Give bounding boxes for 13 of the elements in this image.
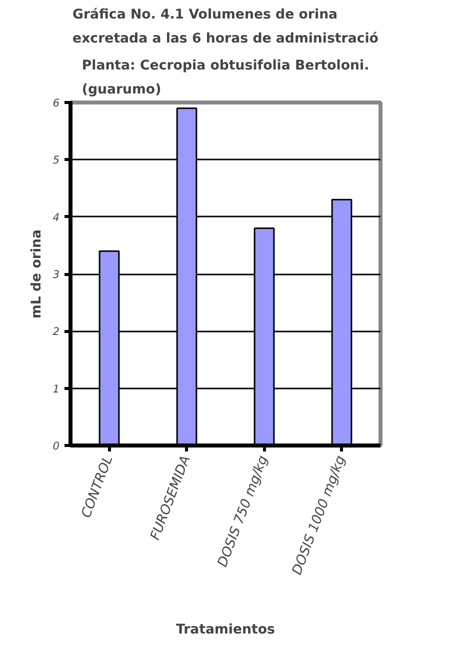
- y-tick-label: 2: [52, 325, 60, 338]
- y-axis-title: mL de orina: [30, 229, 45, 319]
- chart-title: Gráfica No. 4.1 Volumenes de orina excretada a las 6 horas de administració: [72, 8, 378, 46]
- x-tick-label: DOSIS 750 mg/kg: [216, 454, 272, 570]
- y-tick-label: 5: [52, 154, 60, 167]
- y-tick-label: 4: [52, 210, 60, 224]
- y-tick-label: 3: [52, 268, 60, 281]
- y-tick-label: 0: [52, 440, 60, 452]
- x-tick-label: DOSIS 1000 mg/kg: [290, 454, 349, 578]
- y-tick-label: 6: [52, 96, 60, 110]
- chart-subtitle: Planta: Cecropia obtusifolia Bertoloni. (guarumo): [82, 58, 370, 98]
- x-axis-title: Tratamientos: [176, 622, 276, 638]
- y-tick-label: 1: [52, 382, 60, 396]
